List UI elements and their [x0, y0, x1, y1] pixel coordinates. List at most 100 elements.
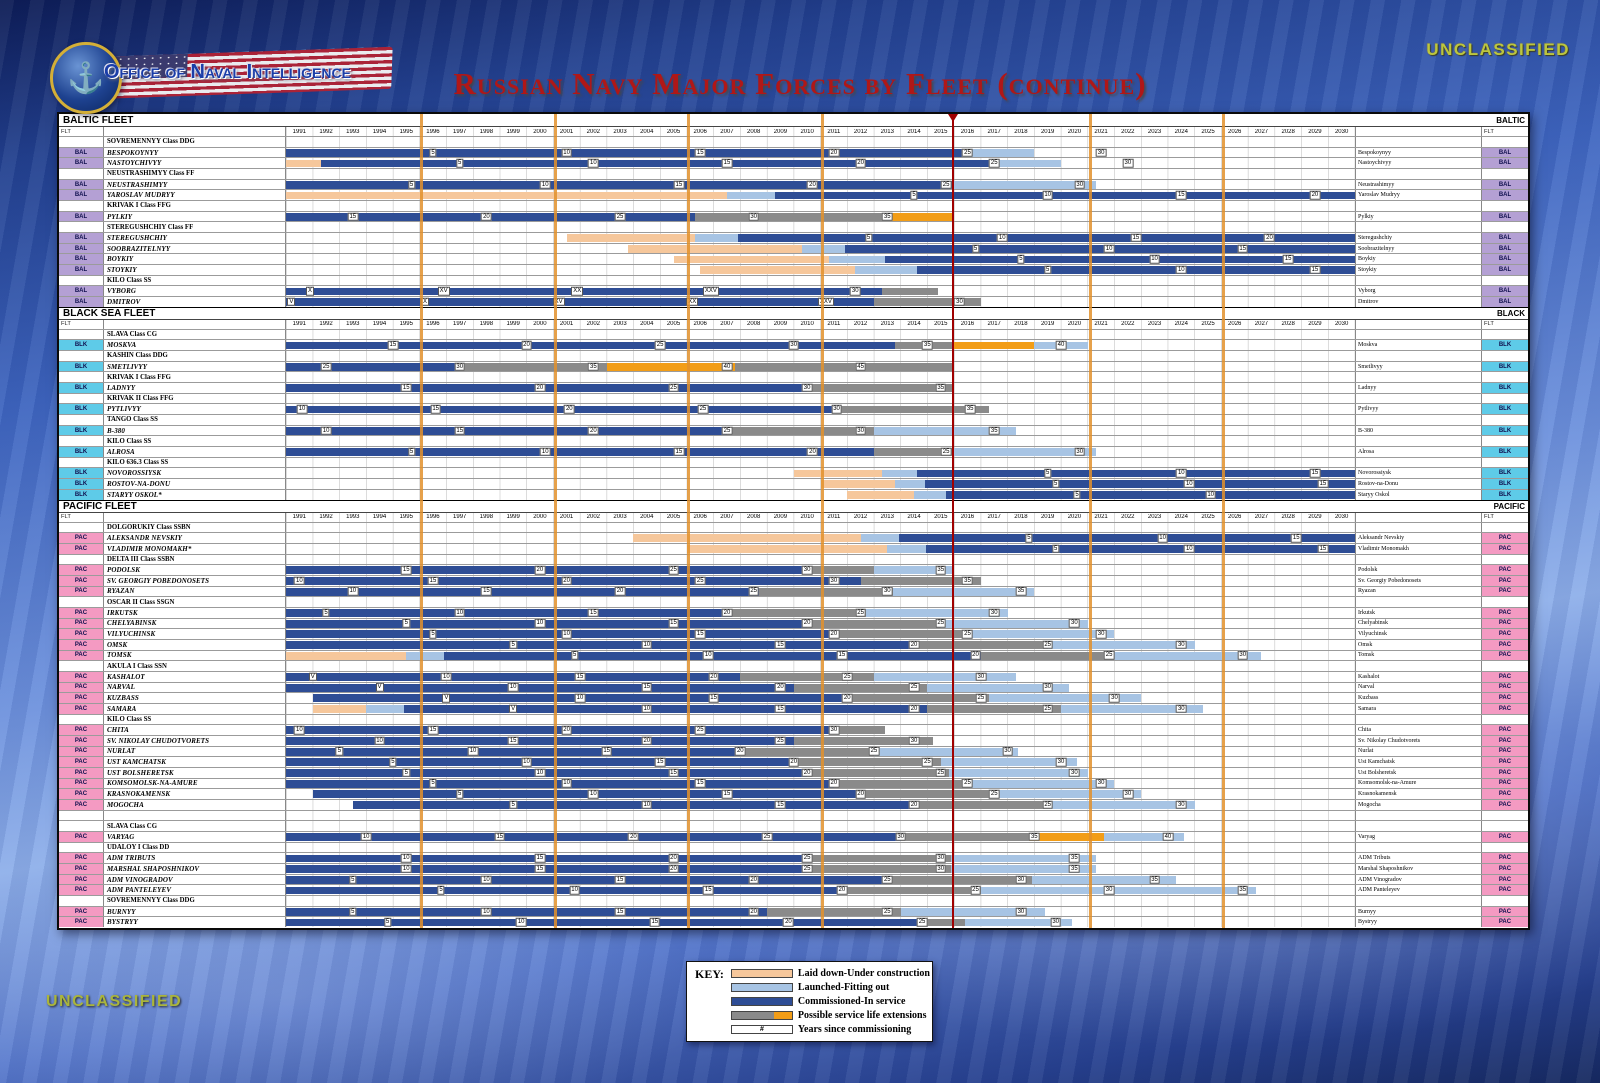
- year-marker: 20: [801, 619, 813, 628]
- ship-row: PAC SV. GEORGIY POBEDONOSETS 10 15 20 25 30 35 S…: [59, 574, 1528, 586]
- year-label: 2025: [1201, 128, 1215, 135]
- year-marker: 10: [360, 832, 372, 842]
- year-marker: XXV: [702, 286, 719, 296]
- year-label: 2015: [934, 321, 948, 328]
- bar-segment-gray: [807, 854, 952, 863]
- ship-name: NOVOROSSIYSK: [104, 468, 286, 479]
- year-marker: 15: [400, 565, 412, 575]
- class-row: DOLGORUKIY Class SSBN: [59, 521, 1528, 533]
- fleet-badge-right: [1482, 393, 1528, 404]
- bar-segment-laid: [820, 480, 896, 489]
- year-label: 1995: [399, 128, 413, 135]
- year-label: 2013: [880, 128, 894, 135]
- timeline-track: [286, 661, 1356, 671]
- year-marker: 25: [694, 725, 706, 735]
- year-label: 2000: [533, 321, 547, 328]
- ship-row: PAC VLADIMIR MONOMAKH* 5 10 15 Vladimir Monom…: [59, 542, 1528, 554]
- ship-name: BYSTRYY: [104, 917, 286, 928]
- class-row: SLAVA Class CG: [59, 820, 1528, 831]
- bar-segment-fit: [940, 758, 1078, 767]
- year-marker: 30: [1122, 789, 1134, 799]
- agency-name: Office of Naval Intelligence: [104, 61, 351, 83]
- year-marker: 30: [895, 832, 907, 842]
- bar-segment-fit: [1103, 833, 1184, 841]
- year-label: 2021: [1094, 128, 1108, 135]
- bar-segment-svc: [286, 405, 837, 414]
- timeline-track: 5 10 15: [286, 243, 1356, 254]
- timeline-track: 5 10 15 20 25 30: [286, 158, 1356, 169]
- year-marker: 30: [828, 725, 840, 735]
- fleet-badge: [59, 522, 104, 533]
- ship-label-right: Yaroslav Mudryy: [1356, 190, 1482, 201]
- fleet-badge-right: PAC: [1482, 725, 1528, 735]
- year-marker: 10: [515, 917, 527, 927]
- year-marker: 20: [855, 789, 866, 799]
- fleet-badge: PAC: [59, 853, 104, 863]
- year-header-row: FLT 1991 1992 1993 1994 1995 1996 1997 1998 1999 2…: [59, 511, 1528, 522]
- ship-label-right: Novorossiysk: [1356, 468, 1482, 479]
- year-marker: 10: [561, 779, 572, 788]
- fleet-badge-right: PAC: [1482, 565, 1528, 575]
- timeline-track: [286, 436, 1356, 447]
- fleet-badge: [59, 275, 104, 286]
- class-row: KILO Class SS: [59, 274, 1528, 286]
- ship-name: PODOLSK: [104, 565, 286, 575]
- timeline-track: 15 20 25 30 35: [286, 383, 1356, 393]
- class-row: TANGO Class SS: [59, 414, 1528, 425]
- ship-label-right: Omsk: [1356, 639, 1482, 650]
- bar-segment-gray: [734, 362, 955, 371]
- fleet-section-bal: BALTIC FLEET BALTIC FLT 1991 1992 1993 1994 199…: [59, 114, 1528, 307]
- year-label: 2029: [1308, 128, 1322, 135]
- year-header-row: FLT 1991 1992 1993 1994 1995 1996 1997 1998 1999 2…: [59, 318, 1528, 329]
- year-label: 2014: [907, 128, 921, 135]
- year-marker: 5: [402, 619, 410, 628]
- classification-banner-bottom: UNCLASSIFIED: [46, 993, 183, 1010]
- bar-segment-gray: [767, 907, 901, 916]
- year-label: 2006: [693, 128, 707, 135]
- year-marker: 15: [574, 672, 586, 681]
- ship-label-right: [1356, 415, 1482, 425]
- fleet-badge: [59, 554, 104, 565]
- bar-segment-gray: [860, 577, 981, 585]
- year-label: 1996: [426, 321, 440, 328]
- bar-segment-fit: [873, 747, 1019, 756]
- year-label: 1999: [506, 128, 520, 135]
- year-marker: 10: [347, 587, 359, 596]
- ship-row: PAC TOMSK 5 10 15 20 25 30 Tomsk PAC: [59, 649, 1528, 661]
- bar-segment-gray: [914, 801, 1051, 809]
- year-marker: V: [287, 297, 296, 307]
- year-marker: 20: [668, 864, 679, 874]
- ship-row: BAL NEUSTRASHIMYY 5 10 15 20 25 30 Neustrashimyy…: [59, 178, 1528, 190]
- ship-label-right: B-380: [1356, 425, 1482, 436]
- timeline-track: 5 10 15 20 25 30: [286, 650, 1356, 661]
- year-marker: 5: [570, 651, 579, 660]
- year-marker: 25: [935, 619, 947, 628]
- class-name: KRIVAK I Class FFG: [104, 201, 286, 211]
- ship-label-right: Vilyuchinsk: [1356, 629, 1482, 639]
- timeline-track: [286, 201, 1356, 211]
- legend-label: Possible service life extensions: [797, 1009, 927, 1021]
- legend-label: Commissioned-In service: [797, 995, 906, 1007]
- year-marker: 30: [954, 297, 965, 307]
- year-label: 2010: [800, 128, 814, 135]
- bar-segment-fit: [892, 587, 1035, 596]
- year-marker: 30: [831, 405, 842, 414]
- year-marker: 10: [534, 768, 546, 778]
- year-label: 2028: [1281, 128, 1295, 135]
- legend-item: Launched-Fitting out: [730, 981, 930, 994]
- bar-segment-svc: [916, 266, 1355, 275]
- year-marker: 20: [628, 832, 639, 842]
- ship-row: PAC OMSK 5 10 15 20 25 30 Omsk PAC: [59, 638, 1528, 650]
- year-marker: 20: [563, 405, 575, 414]
- bar-segment-svc: [286, 180, 955, 189]
- year-label: 2020: [1067, 128, 1082, 135]
- fleet-badge-right: PAC: [1482, 757, 1528, 767]
- timeline-track: [286, 522, 1356, 533]
- timeline-track: [286, 329, 1356, 340]
- year-marker: 25: [940, 447, 952, 457]
- ship-label-right: Smetlivyy: [1356, 361, 1482, 372]
- year-marker: 20: [1264, 233, 1275, 243]
- ship-label-right: Soobrazitelnyy: [1356, 243, 1482, 254]
- fleet-section-blk: BLACK SEA FLEET BLACK FLT 1991 1992 1993 1994 1…: [59, 306, 1528, 500]
- fleet-badge: [59, 393, 104, 404]
